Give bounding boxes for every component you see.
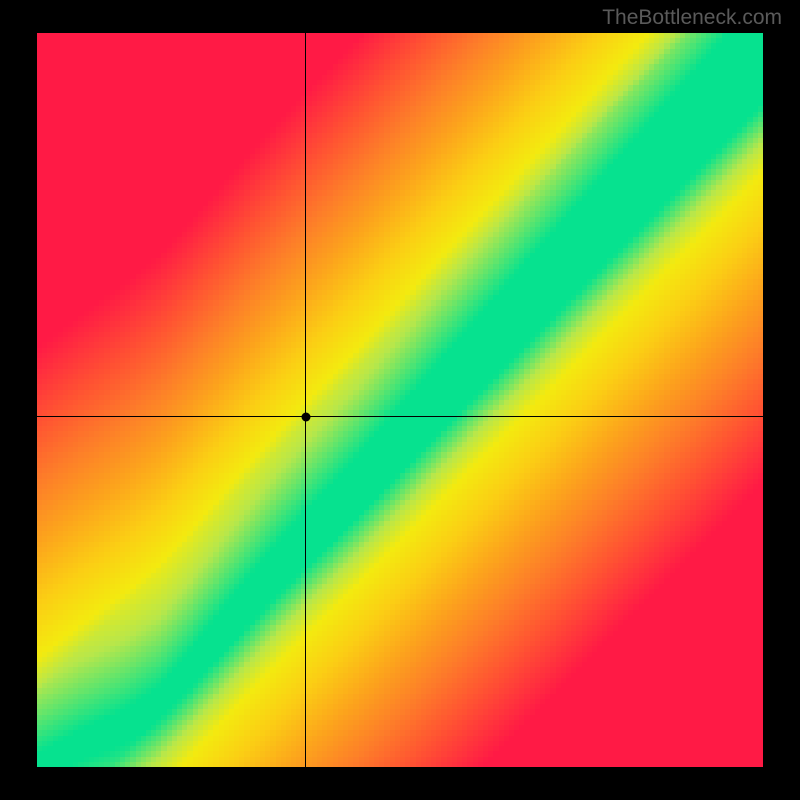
plot-area [37,33,763,767]
heatmap-canvas [37,33,763,767]
chart-container: TheBottleneck.com [0,0,800,800]
crosshair-horizontal [37,416,763,417]
watermark: TheBottleneck.com [602,6,782,30]
crosshair-marker [301,412,310,421]
crosshair-vertical [305,33,306,767]
